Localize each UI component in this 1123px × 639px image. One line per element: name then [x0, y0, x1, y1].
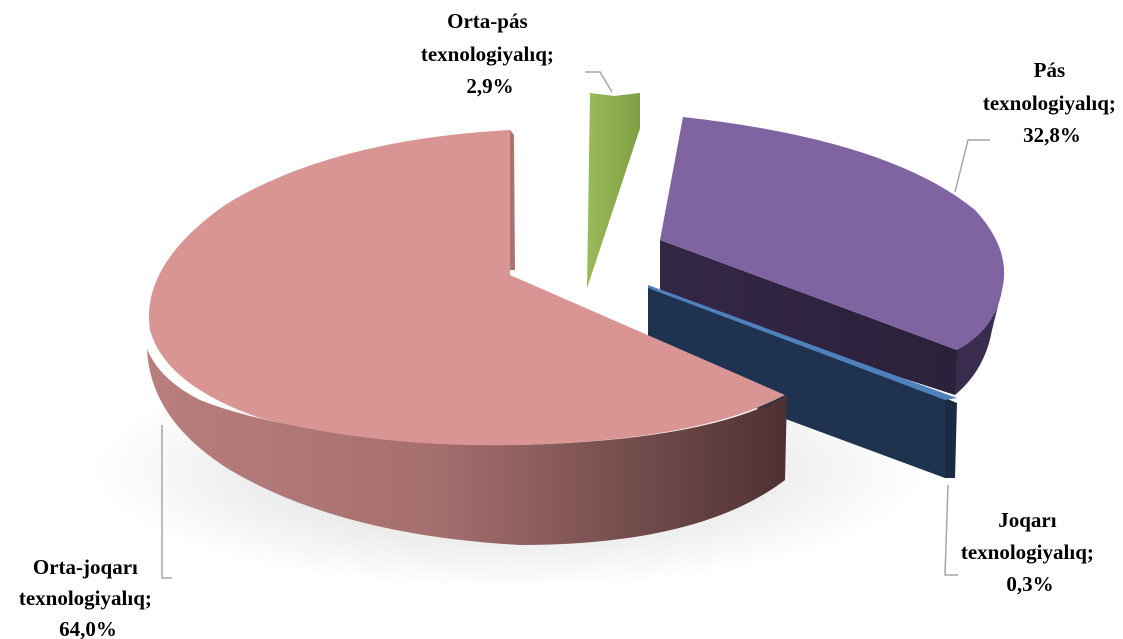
pie-slice-orta-pas — [587, 93, 640, 288]
data-label-joqari-line-2: texnologiyalıq; — [961, 540, 1094, 564]
data-label-orta-joqari-line-1: Orta-joqarı — [33, 555, 138, 579]
pie-slice-orta-joqari-top — [148, 130, 785, 446]
data-label-orta-joqari-line-2: texnologiyalıq; — [19, 586, 152, 610]
pie-slice-joqari-top — [648, 285, 957, 400]
pie-slice-pas-top — [660, 117, 1005, 350]
pie-slice-joqari-side-end — [945, 398, 957, 478]
pie-slice-joqari-side-long — [648, 287, 945, 478]
leader-lines — [161, 71, 990, 579]
data-label-orta-pas: Orta-pás texnologiyalıq; 2,9% — [421, 9, 559, 98]
data-label-orta-pas-line-1: Orta-pás — [447, 9, 528, 33]
leader-line-pas — [954, 139, 990, 193]
data-label-orta-joqari-line-3: 64,0% — [59, 617, 117, 639]
pie-slice-joqari — [648, 285, 957, 478]
pie-slice-pas — [660, 117, 1005, 395]
data-label-orta-joqari: Orta-joqarı texnologiyalıq; 64,0% — [19, 555, 157, 639]
leader-line-orta-pas — [585, 71, 613, 93]
data-label-pas-line-2: texnologiyalıq; — [983, 91, 1116, 115]
leader-line-joqari — [944, 484, 958, 576]
data-label-joqari-line-3: 0,3% — [1006, 572, 1053, 596]
pie-slice-orta-joqari-side — [147, 349, 787, 545]
leader-line-orta-joqari — [161, 425, 172, 579]
pie-slice-orta-joqari — [147, 130, 787, 545]
data-label-pas-line-3: 32,8% — [1023, 123, 1081, 147]
pie-slice-orta-pas-top — [587, 93, 640, 288]
data-label-orta-pas-line-3: 2,9% — [466, 74, 513, 98]
data-label-pas-line-1: Pás — [1034, 58, 1066, 82]
data-label-joqari-line-1: Joqarı — [998, 508, 1057, 532]
data-label-pas: Pás texnologiyalıq; 32,8% — [983, 58, 1121, 147]
data-label-orta-pas-line-2: texnologiyalıq; — [421, 42, 554, 66]
data-label-joqari: Joqarı texnologiyalıq; 0,3% — [961, 508, 1099, 596]
pie-slice-pas-side — [660, 220, 1002, 395]
pie-slice-pas-edge — [955, 290, 1002, 395]
